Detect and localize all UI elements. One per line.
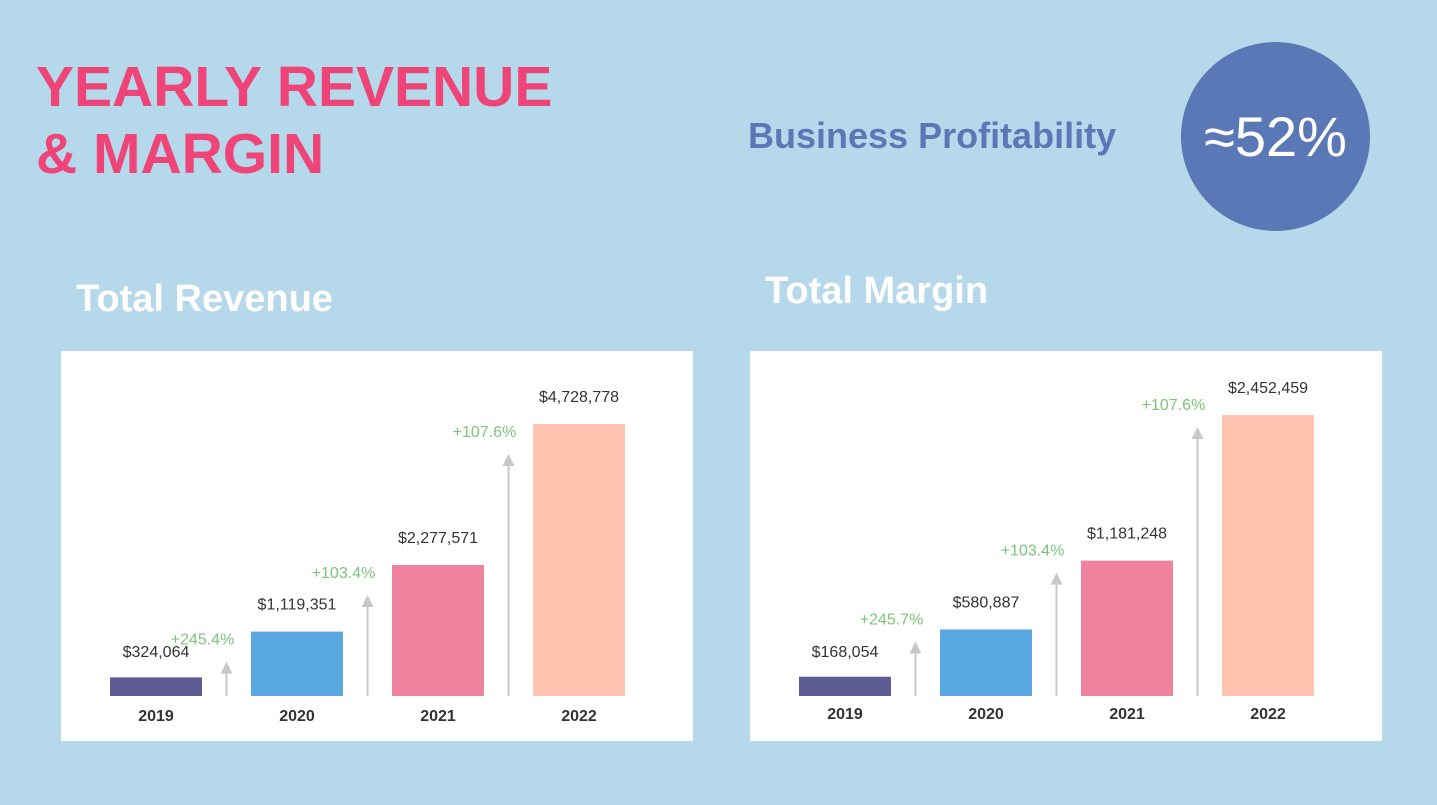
revenue-value-label-2021: $2,277,571 [398,530,478,547]
page-title: YEARLY REVENUE & MARGIN [36,54,552,188]
margin-chart-card: $168,054 2019 $580,887 2020 $1,181,248 2021 $2… [750,351,1382,741]
margin-year-label-2020: 2020 [968,706,1004,723]
revenue-growth-arrow-head-1 [220,661,233,674]
revenue-growth-label-3: +107.6% [453,424,517,441]
revenue-bar-2021 [392,564,484,696]
margin-bar-2022 [1222,415,1314,696]
revenue-growth-arrow-head-3 [502,454,515,466]
margin-bar-2019 [799,676,891,696]
margin-growth-label-3: +107.6% [1142,397,1206,414]
profitability-value: ≈52% [1204,105,1347,168]
profitability-badge: ≈52% [1181,42,1370,231]
revenue-bar-2022 [533,424,625,696]
revenue-year-label-2022: 2022 [561,708,597,725]
revenue-growth-arrow-2 [361,594,374,696]
margin-year-label-2022: 2022 [1250,706,1286,723]
margin-value-label-2020: $580,887 [953,594,1020,611]
page-title-line-2: & MARGIN [36,122,325,186]
margin-growth-arrow-head-3 [1191,427,1204,439]
margin-chart-title: Total Margin [765,270,989,312]
revenue-growth-arrow-3 [502,454,515,696]
revenue-year-label-2021: 2021 [420,708,456,725]
revenue-bar-chart: $324,064 2019 $1,119,351 2020 $2,277,571 2021… [110,389,625,725]
margin-value-label-2021: $1,181,248 [1087,526,1167,543]
revenue-value-label-2019: $324,064 [123,644,190,661]
profitability-label: Business Profitability [748,115,1117,156]
revenue-growth-arrow-head-2 [361,594,374,607]
margin-growth-arrow-3 [1191,427,1204,696]
margin-growth-arrow-head-2 [1050,572,1063,585]
margin-growth-arrow-1 [909,641,922,696]
margin-year-label-2019: 2019 [827,706,863,723]
margin-bar-chart: $168,054 2019 $580,887 2020 $1,181,248 2021 $2… [799,380,1314,723]
margin-value-label-2022: $2,452,459 [1228,380,1308,397]
margin-value-label-2019: $168,054 [812,644,879,661]
margin-growth-label-2: +103.4% [1001,543,1065,560]
margin-bar-2020 [940,629,1032,696]
revenue-chart-title: Total Revenue [76,278,333,320]
revenue-bar-2020 [251,631,343,696]
margin-growth-label-1: +245.7% [860,611,924,628]
revenue-growth-label-2: +103.4% [312,565,376,582]
page-title-line-1: YEARLY REVENUE [36,55,553,119]
revenue-year-label-2019: 2019 [138,708,174,725]
revenue-growth-label-1: +245.4% [171,632,235,649]
revenue-growth-arrow-1 [220,661,233,696]
margin-bar-2021 [1081,560,1173,696]
revenue-year-label-2020: 2020 [279,708,315,725]
revenue-bar-2019 [110,677,202,696]
revenue-chart-card: $324,064 2019 $1,119,351 2020 $2,277,571 2021… [61,351,693,741]
margin-year-label-2021: 2021 [1109,706,1145,723]
revenue-value-label-2022: $4,728,778 [539,389,619,406]
revenue-value-label-2020: $1,119,351 [258,597,337,614]
margin-growth-arrow-2 [1050,572,1063,696]
margin-growth-arrow-head-1 [909,641,922,654]
